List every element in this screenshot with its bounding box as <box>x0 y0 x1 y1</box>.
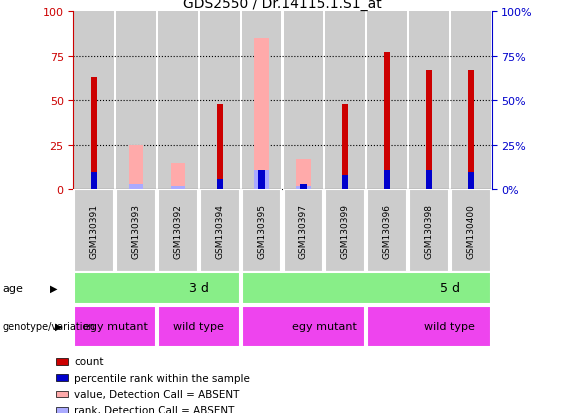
Bar <box>171 163 185 190</box>
Bar <box>425 171 432 190</box>
Text: wild type: wild type <box>424 321 475 331</box>
Bar <box>300 185 307 190</box>
Text: count: count <box>74 356 104 367</box>
Bar <box>325 12 365 190</box>
Bar <box>254 39 269 190</box>
Bar <box>467 71 474 190</box>
Text: GSM130395: GSM130395 <box>257 204 266 259</box>
Text: 3 d: 3 d <box>189 282 209 294</box>
Title: GDS2550 / Dr.14115.1.S1_at: GDS2550 / Dr.14115.1.S1_at <box>183 0 382 12</box>
Text: percentile rank within the sample: percentile rank within the sample <box>74 373 250 383</box>
Bar <box>451 12 490 190</box>
Text: genotype/variation: genotype/variation <box>3 321 95 331</box>
Bar <box>158 306 240 347</box>
Text: GSM130398: GSM130398 <box>424 204 433 259</box>
Bar <box>241 272 491 304</box>
Bar <box>425 71 432 190</box>
Bar <box>409 12 449 190</box>
Bar <box>56 358 68 365</box>
Bar <box>74 306 157 347</box>
Text: GSM130391: GSM130391 <box>90 204 99 259</box>
Bar <box>216 105 223 190</box>
Bar <box>384 171 390 190</box>
Bar <box>158 190 198 273</box>
Text: value, Detection Call = ABSENT: value, Detection Call = ABSENT <box>74 389 240 399</box>
Bar <box>296 160 311 190</box>
Text: GSM130392: GSM130392 <box>173 204 182 259</box>
Bar <box>171 186 185 190</box>
Text: GSM130396: GSM130396 <box>383 204 392 259</box>
Bar <box>467 172 474 190</box>
Bar <box>367 190 407 273</box>
Bar <box>91 172 98 190</box>
Bar <box>296 186 311 190</box>
Text: GSM130399: GSM130399 <box>341 204 350 259</box>
Bar <box>56 391 68 397</box>
Bar <box>409 190 449 273</box>
Bar <box>129 185 144 190</box>
Bar <box>258 171 265 190</box>
Bar <box>284 12 323 190</box>
Bar <box>74 272 240 304</box>
Bar <box>216 179 223 190</box>
Bar <box>254 171 269 190</box>
Text: egy mutant: egy mutant <box>292 321 357 331</box>
Bar <box>75 12 114 190</box>
Bar <box>116 190 156 273</box>
Bar <box>116 12 156 190</box>
Text: egy mutant: egy mutant <box>83 321 147 331</box>
Bar <box>367 12 407 190</box>
Text: GSM130394: GSM130394 <box>215 204 224 259</box>
Text: GSM130393: GSM130393 <box>132 204 141 259</box>
Text: ▶: ▶ <box>55 321 63 331</box>
Bar <box>242 12 281 190</box>
Text: GSM130397: GSM130397 <box>299 204 308 259</box>
Text: GSM130400: GSM130400 <box>466 204 475 259</box>
Text: age: age <box>3 283 24 293</box>
Bar <box>451 190 490 273</box>
Bar <box>200 12 240 190</box>
Bar <box>200 190 240 273</box>
Bar <box>242 190 281 273</box>
Bar <box>342 105 349 190</box>
Bar <box>342 176 349 190</box>
Bar <box>56 407 68 413</box>
Text: 5 d: 5 d <box>440 282 460 294</box>
Bar <box>384 53 390 190</box>
Bar <box>56 375 68 381</box>
Bar <box>129 146 144 190</box>
Text: ▶: ▶ <box>50 283 57 293</box>
Bar <box>284 190 323 273</box>
Bar <box>75 190 114 273</box>
Bar <box>158 12 198 190</box>
Bar <box>241 306 366 347</box>
Bar <box>367 306 491 347</box>
Bar <box>91 78 98 190</box>
Text: rank, Detection Call = ABSENT: rank, Detection Call = ABSENT <box>74 405 234 413</box>
Bar <box>325 190 365 273</box>
Text: wild type: wild type <box>173 321 224 331</box>
